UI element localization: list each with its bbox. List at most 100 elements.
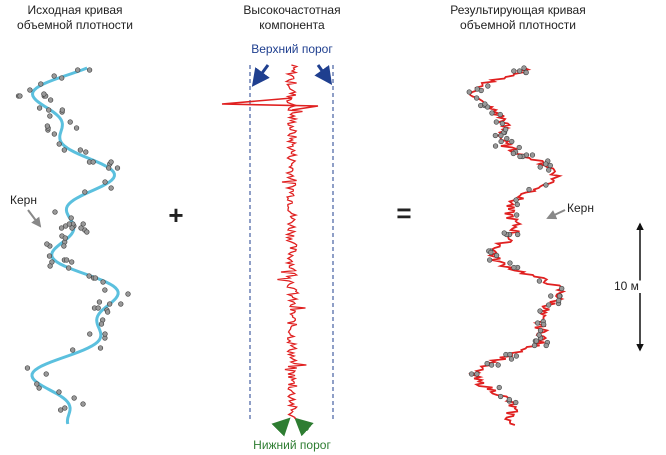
- core-point: [508, 356, 515, 362]
- core-point: [536, 332, 542, 338]
- core-point: [70, 347, 76, 353]
- core-point: [47, 97, 54, 103]
- core-point: [73, 125, 80, 131]
- core-point: [62, 405, 68, 411]
- core-point: [523, 69, 529, 76]
- panel-title: Исходная кривая: [27, 3, 122, 17]
- panel-title: компонента: [259, 18, 325, 32]
- core-point: [515, 231, 521, 238]
- core-point: [43, 371, 49, 377]
- core-point: [507, 351, 513, 358]
- core-point: [498, 138, 504, 145]
- core-point: [46, 253, 53, 259]
- core-point: [56, 141, 62, 147]
- core-point: [59, 107, 65, 113]
- core-point: [474, 86, 480, 92]
- core-point: [69, 225, 75, 231]
- arrow: [251, 64, 270, 87]
- core-point: [68, 215, 74, 221]
- core-point: [47, 263, 53, 269]
- core-point: [543, 182, 549, 188]
- core-point: [62, 235, 68, 241]
- scale-label: 10 м: [614, 279, 639, 293]
- core-point: [80, 401, 86, 407]
- core-point: [543, 342, 549, 349]
- core-point: [17, 93, 23, 99]
- core-point: [514, 212, 520, 218]
- core-point: [492, 132, 499, 139]
- hf-curve: [277, 64, 307, 419]
- core-point: [526, 186, 532, 193]
- core-point: [108, 159, 114, 165]
- core-point: [46, 107, 52, 113]
- core-point: [545, 302, 552, 308]
- core-point: [82, 189, 88, 195]
- core-point: [517, 153, 523, 160]
- core-point: [537, 308, 543, 314]
- core-point: [104, 309, 111, 315]
- core-point: [58, 407, 64, 413]
- core-point: [75, 67, 81, 73]
- core-point: [488, 249, 494, 256]
- core-point: [473, 95, 480, 101]
- core-point: [61, 243, 67, 249]
- result-curve: [467, 67, 567, 426]
- core-point: [497, 111, 503, 118]
- core-point: [493, 119, 500, 125]
- core-point: [556, 293, 563, 299]
- arrow: [314, 64, 333, 85]
- core-point: [499, 120, 505, 127]
- core-point: [468, 371, 475, 377]
- curves: [15, 64, 567, 426]
- core-point: [78, 225, 84, 231]
- core-point: [56, 389, 62, 395]
- core-point: [80, 221, 86, 227]
- core-point: [100, 279, 106, 285]
- core-point: [86, 67, 93, 73]
- core-point: [90, 159, 96, 165]
- core-point: [102, 287, 108, 293]
- core-point: [107, 301, 113, 307]
- core-point: [537, 164, 543, 170]
- core-point: [513, 197, 519, 203]
- core-point: [87, 331, 93, 337]
- core-point: [498, 132, 504, 139]
- core-point: [511, 264, 517, 271]
- core-point: [504, 135, 510, 142]
- core-point: [41, 91, 47, 97]
- core-point: [531, 342, 538, 349]
- core-point: [533, 338, 540, 344]
- core-point: [66, 221, 72, 227]
- core-point: [503, 126, 509, 133]
- core-point: [77, 147, 84, 153]
- core-point: [516, 144, 522, 151]
- core-point: [44, 241, 50, 247]
- density-curve: [30, 66, 120, 425]
- core-point: [36, 105, 43, 111]
- core-point: [529, 152, 536, 158]
- core-point: [489, 110, 495, 116]
- core-point: [487, 257, 493, 263]
- core-point: [548, 293, 554, 299]
- core-point: [513, 399, 519, 406]
- core-point: [484, 360, 490, 367]
- core-point: [485, 83, 491, 89]
- core-point: [106, 165, 112, 171]
- core-point: [71, 395, 77, 401]
- panel-title: объемной плотности: [17, 18, 133, 32]
- core-point: [547, 162, 553, 169]
- core-point: [58, 225, 65, 231]
- core-point: [51, 131, 57, 137]
- core-point: [466, 89, 472, 95]
- core-point: [34, 381, 40, 387]
- core-point: [507, 260, 513, 266]
- arrow: [271, 417, 291, 437]
- core-point: [516, 68, 523, 74]
- panel-title: объемной плотности: [460, 18, 576, 32]
- core-point: [61, 147, 67, 153]
- core-point: [51, 73, 57, 79]
- equals-sign: =: [396, 198, 411, 228]
- core-point: [497, 393, 504, 400]
- core-label: Керн: [567, 201, 594, 215]
